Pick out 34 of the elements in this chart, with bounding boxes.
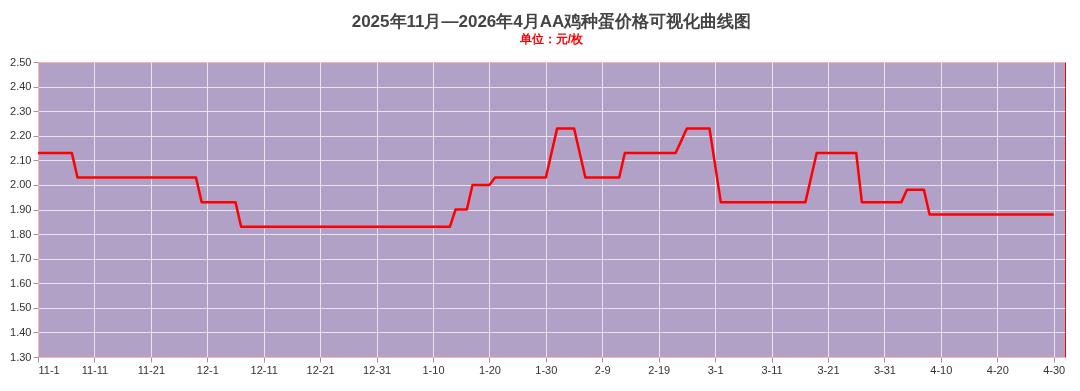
y-tick-label: 1.50 (10, 301, 32, 314)
x-tick-label: 11-21 (137, 363, 166, 376)
x-tick-label: 1-20 (478, 363, 501, 376)
y-tick-label: 1.40 (10, 325, 32, 338)
y-tick-label: 1.80 (10, 227, 32, 240)
y-tick-label: 1.70 (10, 252, 32, 265)
x-tick-label: 2-9 (594, 363, 611, 376)
y-tick-label: 2.30 (10, 104, 32, 117)
x-tick-label: 3-31 (873, 363, 896, 376)
chart-title: 2025年11月—2026年4月AA鸡种蛋价格可视化曲线图 (351, 12, 752, 31)
x-tick-label: 2-19 (648, 363, 671, 376)
x-tick-label: 1-10 (422, 363, 445, 376)
x-tick-label: 12-31 (363, 363, 392, 376)
x-tick-label: 12-11 (250, 363, 278, 376)
y-tick-label: 2.00 (10, 178, 32, 191)
chart-subtitle: 单位：元/枚 (518, 32, 585, 46)
y-tick-label: 2.50 (10, 55, 32, 68)
y-tick-label: 2.40 (10, 80, 32, 93)
x-tick-label: 12-21 (306, 363, 335, 376)
x-tick-label: 11-1 (38, 363, 60, 376)
x-tick-label: 3-11 (761, 363, 783, 376)
y-tick-label: 2.10 (10, 153, 32, 166)
y-tick-label: 1.90 (10, 203, 32, 215)
x-tick-label: 3-1 (707, 363, 724, 376)
x-tick-label: 11-11 (81, 363, 109, 376)
y-tick-label: 1.60 (10, 276, 32, 289)
x-tick-label: 3-21 (817, 363, 840, 376)
x-tick-label: 12-1 (196, 363, 219, 376)
y-tick-label: 2.20 (10, 129, 32, 142)
x-tick-label: 4-10 (930, 363, 953, 376)
y-tick-label: 1.30 (10, 350, 32, 363)
x-tick-label: 4-30 (1043, 363, 1066, 376)
x-tick-label: 4-20 (986, 363, 1009, 376)
x-tick-label: 1-30 (535, 363, 558, 376)
